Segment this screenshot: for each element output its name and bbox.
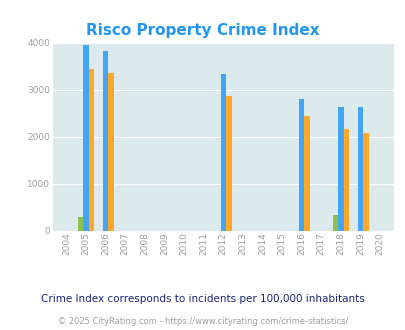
Bar [304, 116, 309, 231]
Text: Risco Property Crime Index: Risco Property Crime Index [86, 23, 319, 38]
Text: Crime Index corresponds to incidents per 100,000 inhabitants: Crime Index corresponds to incidents per… [41, 294, 364, 304]
Bar [78, 217, 83, 231]
Bar [89, 69, 94, 231]
Bar [103, 51, 108, 231]
Bar [298, 99, 304, 231]
Bar [362, 133, 368, 231]
Text: © 2025 CityRating.com - https://www.cityrating.com/crime-statistics/: © 2025 CityRating.com - https://www.city… [58, 317, 347, 326]
Bar [83, 45, 89, 231]
Bar [357, 107, 362, 231]
Bar [337, 107, 343, 231]
Bar [226, 96, 231, 231]
Bar [220, 74, 226, 231]
Bar [108, 73, 114, 231]
Bar [343, 129, 348, 231]
Bar [332, 215, 337, 231]
